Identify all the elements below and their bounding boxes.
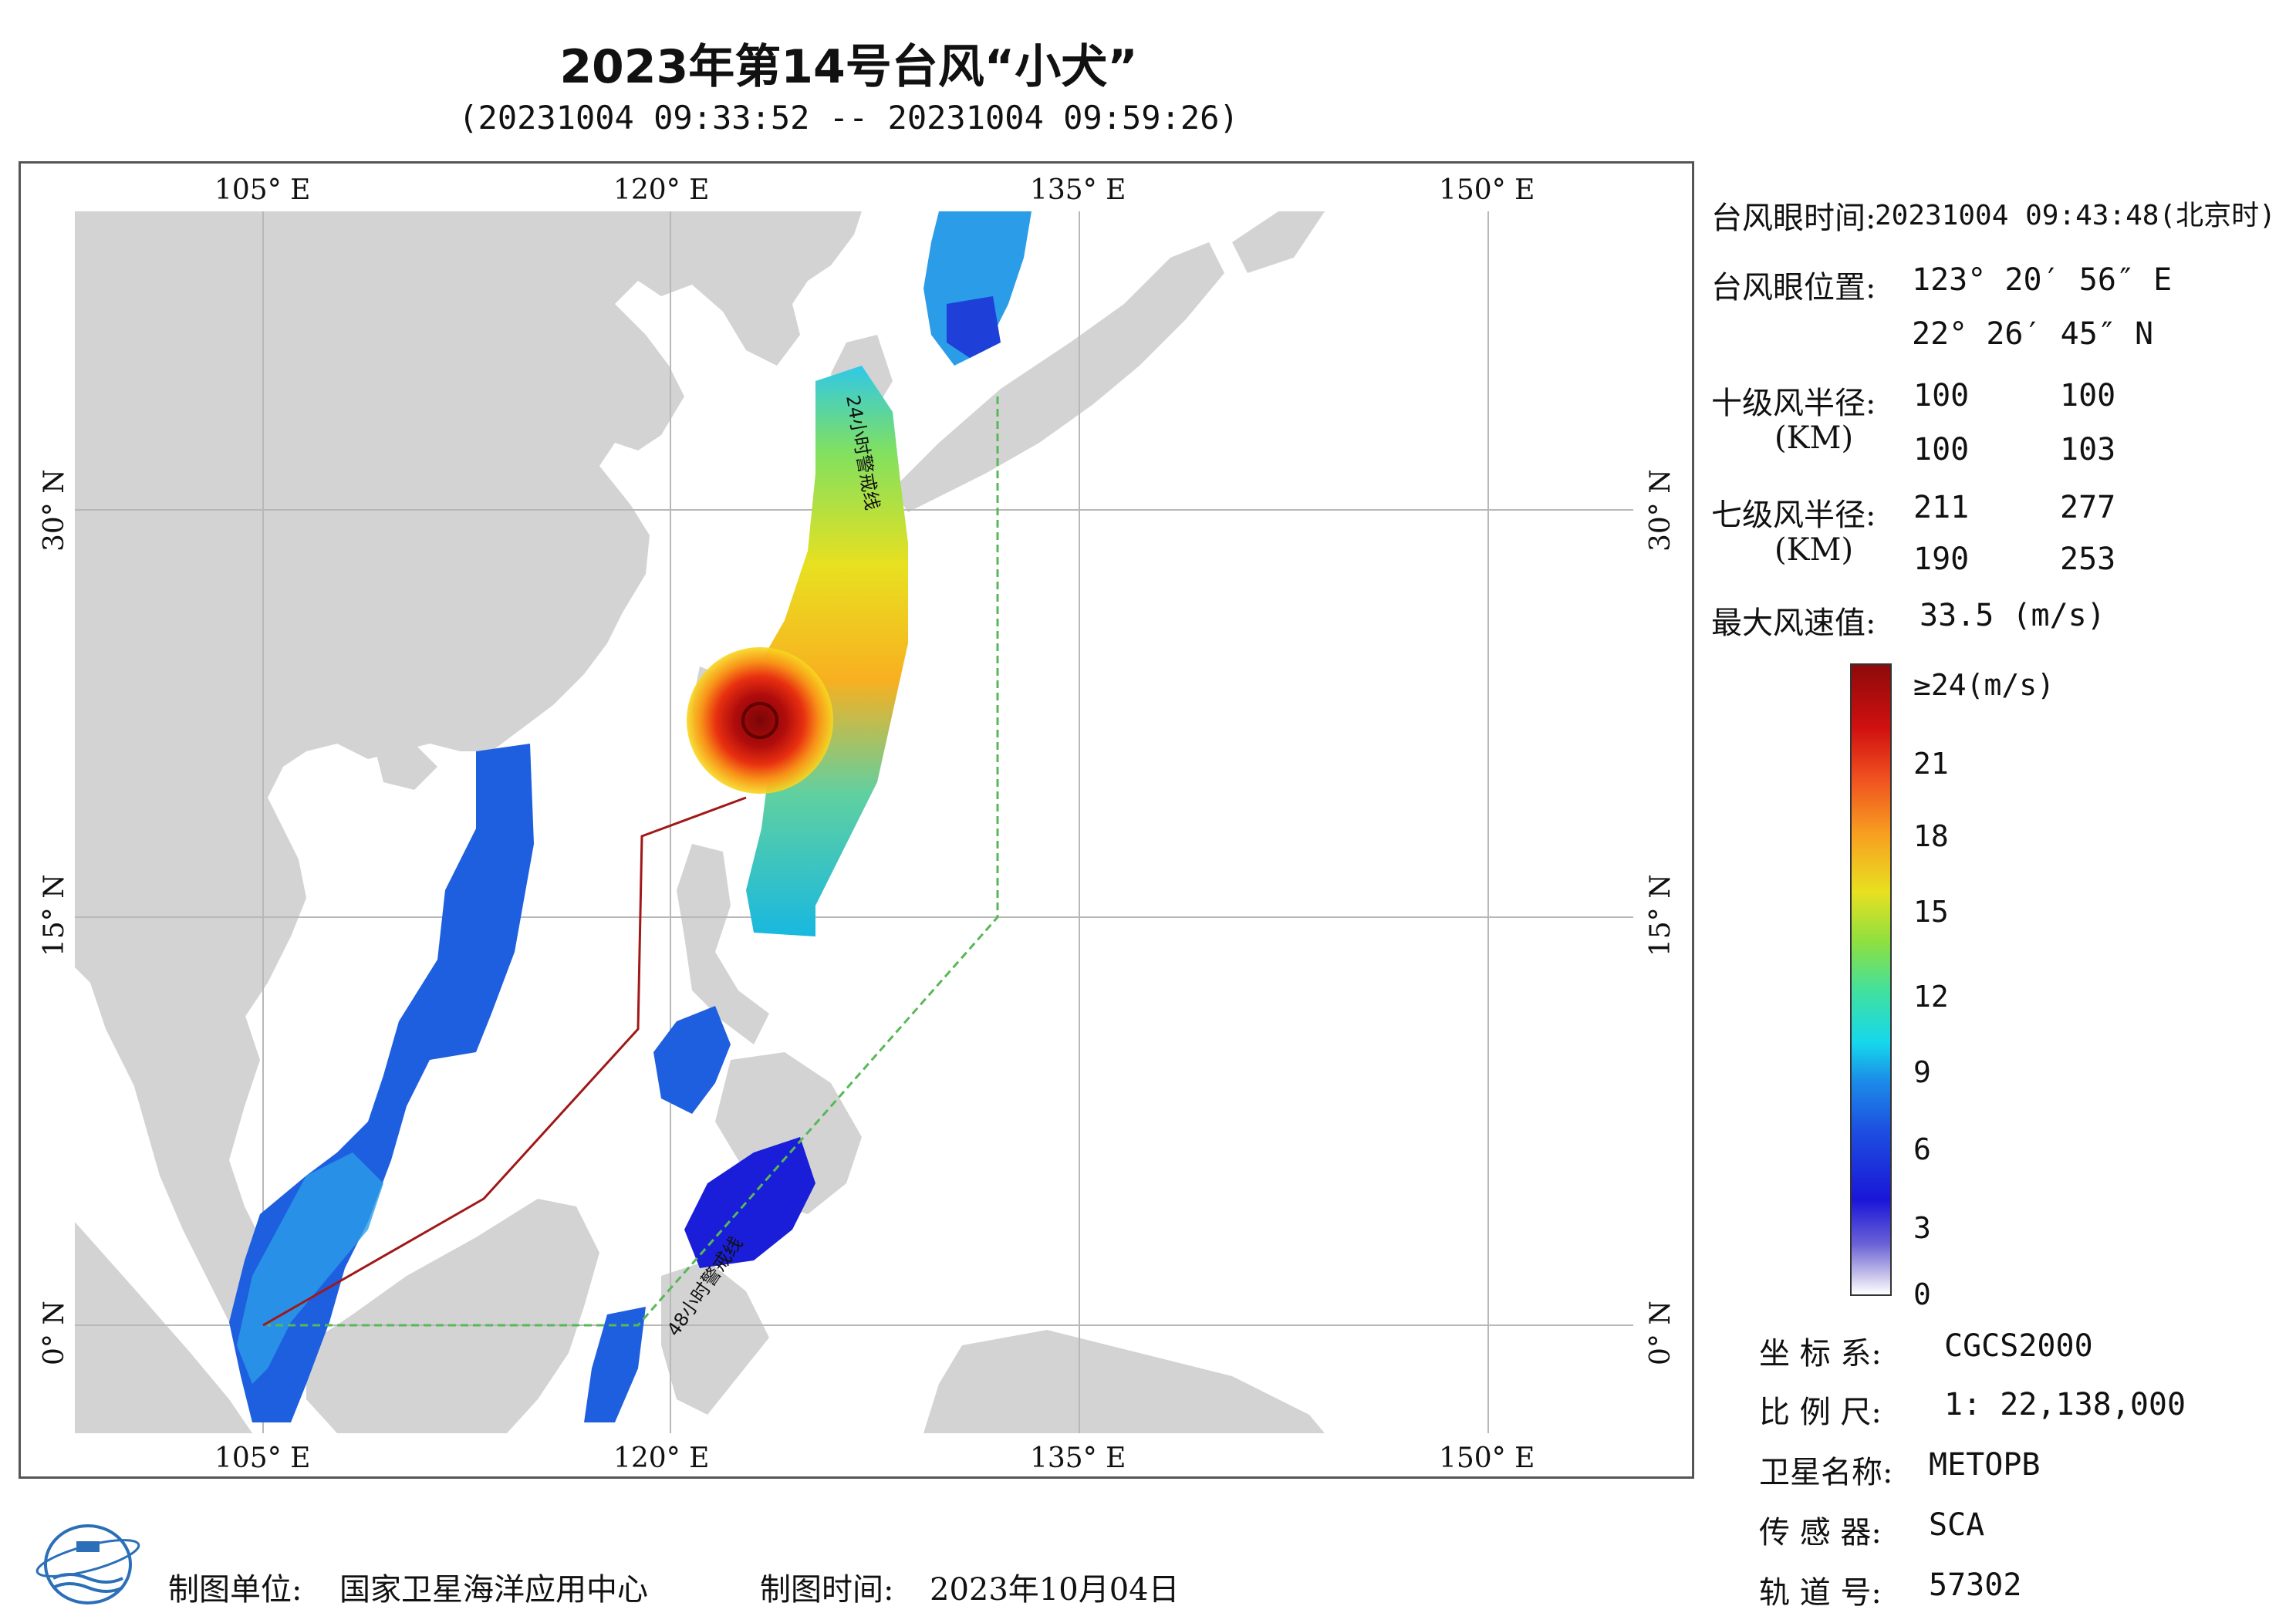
lon-tick-bottom-105: 105° E [214,1442,311,1474]
borneo [306,1199,599,1433]
eye-time-value: 20231004 09:43:48(北京时) [1875,200,2276,231]
wind-swath-north-dark [947,296,1001,358]
lon-tick-bottom-120: 120° E [613,1442,710,1474]
scale-label: 比 例 尺: [1759,1395,1882,1430]
r7-label: 七级风半径: [1711,498,1876,533]
lat-tick-left-0: 0° N [39,1301,70,1365]
r10-value-se: 100 [2060,378,2116,413]
satellite-value: METOPB [1929,1447,2041,1483]
lon-tick-top-105: 105° E [214,174,311,206]
wind-swath-east [746,366,908,936]
date-value: 2023年10月04日 [930,1572,1180,1608]
sumatra [75,1222,252,1433]
lon-tick-top-150: 150° E [1439,174,1535,206]
luzon [677,844,769,1044]
lat-tick-left-30: 30° N [39,469,70,552]
map-frame [19,161,1694,1479]
lon-tick-top-120: 120° E [613,174,710,206]
colorbar-label-6: 6 [1913,1132,1931,1166]
wind-swath-moluccas [584,1307,646,1422]
eye-position-label: 台风眼位置: [1711,270,1876,305]
colorbar-label-21: 21 [1913,747,1949,781]
typhoon-eye-marker [741,702,778,739]
lon-tick-top-135: 135° E [1030,174,1126,206]
r10-label: 十级风半径: [1711,386,1876,421]
typhoon-core [687,647,833,794]
colorbar-label-3: 3 [1913,1211,1931,1245]
sensor-label: 传 感 器: [1759,1515,1882,1550]
r7-value-sw: 190 [1913,542,1970,577]
scale-value: 1: 22,138,000 [1944,1387,2186,1422]
org-value: 国家卫星海洋应用中心 [339,1572,648,1608]
colorbar-label-0: 0 [1913,1277,1931,1311]
eye-time-label: 台风眼时间: [1711,201,1876,236]
wind-speed-colorbar [1850,663,1892,1296]
colorbar-label-9: 9 [1913,1055,1931,1089]
satellite-label: 卫星名称: [1759,1455,1893,1490]
lat-tick-right-30: 30° N [1645,469,1676,552]
crs-label: 坐 标 系: [1759,1336,1882,1372]
hainan [376,744,437,790]
max-wind-label: 最大风速值: [1711,606,1876,641]
eye-longitude: 123° 20′ 56″ E [1912,262,2173,298]
r10-value-ne: 100 [1913,378,1970,413]
orbit-label: 轨 道 号: [1759,1575,1882,1611]
r7-value-se: 277 [2060,490,2116,525]
indochina-peninsula [129,936,283,1345]
time-range: (20231004 09:33:52 -- 20231004 09:59:26) [458,99,1239,137]
warning-line-24h [262,796,747,1327]
warning-line-48h [268,396,999,1327]
r7-unit: (KM) [1774,532,1854,568]
new-guinea [923,1330,1325,1433]
r7-value-ne: 211 [1913,490,1970,525]
r10-value-nw: 103 [2060,432,2116,467]
orbit-value: 57302 [1929,1567,2022,1603]
colorbar-label-15: 15 [1913,895,1949,929]
wind-swath-west-light [237,1152,383,1384]
eye-latitude: 22° 26′ 45″ N [1912,316,2154,352]
lat-tick-right-0: 0° N [1645,1301,1676,1365]
crs-value: CGCS2000 [1944,1328,2093,1364]
sensor-value: SCA [1929,1507,1985,1543]
hokkaido [1232,211,1325,273]
organization-logo [35,1524,140,1604]
asia-mainland [75,211,862,1199]
r7-value-nw: 253 [2060,542,2116,577]
map-title: 2023年第14号台风“小犬” [559,40,1138,94]
r10-unit: (KM) [1774,420,1854,456]
sulawesi-moluccas [661,1260,769,1415]
colorbar-label-12: 12 [1913,980,1949,1014]
date-label: 制图时间: [760,1572,894,1608]
r10-value-sw: 100 [1913,432,1970,467]
lat-tick-right-15: 15° N [1645,874,1676,957]
japan [893,242,1224,512]
lon-tick-bottom-150: 150° E [1439,1442,1535,1474]
lon-tick-bottom-135: 135° E [1030,1442,1126,1474]
lat-tick-left-15: 15° N [39,874,70,957]
max-wind-value: 33.5 (m/s) [1920,598,2105,633]
colorbar-label-18: 18 [1913,819,1949,853]
wind-swath-luzon [653,1006,731,1114]
org-label: 制图单位: [168,1572,302,1608]
colorbar-label-24: ≥24(m/s) [1913,668,2055,702]
typhoon-wind-map: 24小时警戒线 48小时警戒线 [75,211,1633,1433]
